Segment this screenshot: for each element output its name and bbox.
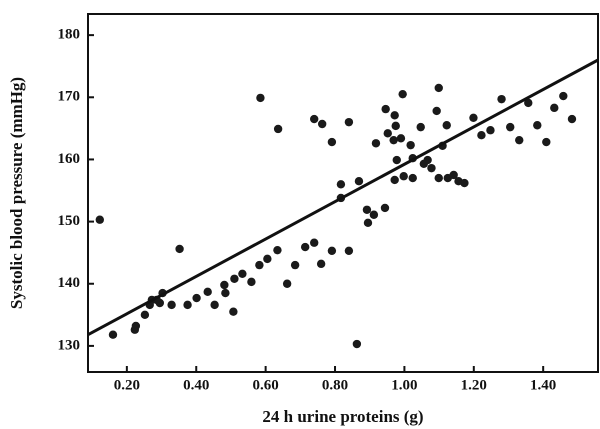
point — [255, 260, 264, 270]
point — [399, 172, 408, 181]
point — [460, 178, 469, 188]
point — [362, 205, 372, 214]
point — [344, 246, 354, 256]
plot-frame — [87, 13, 599, 373]
point — [327, 137, 337, 147]
point — [354, 176, 364, 186]
point — [477, 130, 486, 140]
point — [290, 260, 300, 270]
x-axis-title: 24 h urine proteins (g) — [262, 407, 423, 426]
point — [497, 94, 506, 104]
point — [369, 210, 379, 219]
point — [506, 122, 515, 132]
point — [390, 111, 399, 120]
point — [486, 126, 495, 135]
x-tick-label: 0.40 — [183, 377, 209, 393]
point — [559, 91, 568, 101]
point — [383, 129, 392, 138]
point — [423, 155, 432, 165]
point — [406, 140, 415, 150]
point — [131, 321, 141, 331]
point — [300, 242, 310, 252]
x-tick-label: 1.00 — [391, 377, 417, 393]
point — [140, 310, 150, 320]
point — [449, 170, 458, 180]
point — [391, 121, 400, 131]
point — [192, 293, 201, 303]
point — [434, 173, 443, 183]
point — [256, 93, 265, 103]
point — [389, 135, 398, 145]
point — [408, 173, 417, 183]
x-tick-label: 0.20 — [114, 377, 140, 393]
y-tick-label: 170 — [58, 89, 81, 105]
y-tick-label: 160 — [58, 151, 81, 167]
point — [392, 155, 401, 165]
fit-line — [87, 58, 599, 337]
point — [567, 114, 577, 124]
point — [327, 246, 337, 256]
y-tick-label: 180 — [58, 27, 81, 43]
point — [316, 259, 326, 269]
point — [108, 330, 118, 339]
point — [167, 300, 176, 310]
point — [310, 114, 319, 124]
point — [317, 119, 327, 129]
point — [469, 113, 478, 122]
point — [230, 274, 239, 283]
point — [263, 254, 272, 264]
point — [203, 287, 212, 297]
point — [371, 139, 381, 148]
point — [434, 83, 443, 93]
point — [398, 89, 407, 99]
point — [533, 121, 542, 130]
y-tick-label: 150 — [58, 213, 81, 229]
point — [175, 244, 184, 254]
x-tick-label: 0.80 — [322, 377, 348, 393]
point — [381, 104, 390, 114]
point — [247, 277, 256, 287]
point — [416, 122, 425, 132]
point — [542, 137, 551, 147]
point — [396, 134, 406, 143]
x-tick-label: 0.60 — [253, 377, 279, 393]
point — [282, 279, 292, 288]
point — [183, 300, 192, 310]
point — [550, 103, 559, 113]
point — [380, 203, 390, 213]
point — [273, 124, 283, 134]
point — [336, 180, 346, 189]
point — [390, 175, 399, 185]
y-axis-title: Systolic blood pressure (mmHg) — [7, 77, 26, 309]
point — [363, 218, 373, 228]
point — [515, 135, 524, 145]
point — [210, 300, 219, 310]
point — [442, 121, 451, 130]
point — [352, 339, 362, 349]
point — [273, 245, 282, 255]
point — [155, 298, 165, 308]
point — [344, 117, 354, 127]
x-tick-label: 1.20 — [461, 377, 487, 393]
point — [221, 288, 230, 298]
point — [238, 269, 247, 278]
y-tick-label: 140 — [58, 275, 81, 291]
point — [220, 280, 229, 290]
point — [524, 98, 533, 108]
x-tick-label: 1.40 — [530, 377, 556, 393]
point — [95, 215, 104, 224]
point — [432, 106, 441, 116]
point — [310, 238, 319, 247]
point — [229, 307, 238, 316]
point — [427, 163, 436, 173]
y-tick-label: 130 — [58, 337, 81, 353]
